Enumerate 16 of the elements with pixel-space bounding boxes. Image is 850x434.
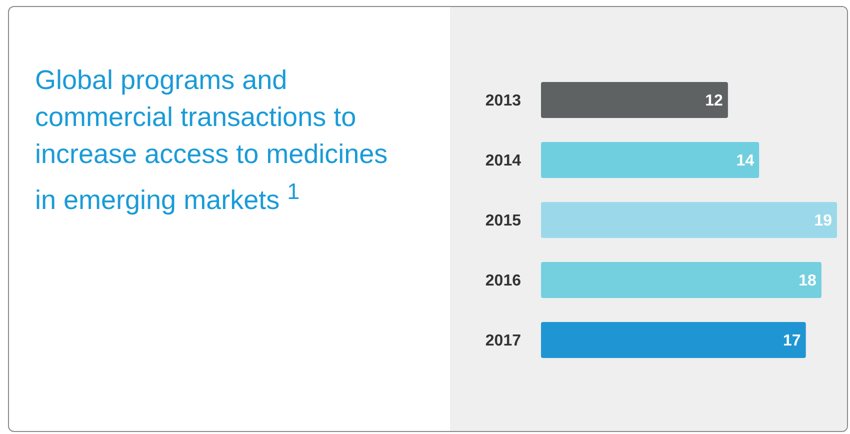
y-tick-label: 2015 <box>485 212 522 230</box>
y-tick-label: 2016 <box>485 272 522 290</box>
y-tick-label: 2014 <box>485 152 522 170</box>
bar <box>541 322 806 358</box>
y-tick-label: 2017 <box>485 332 522 350</box>
data-label: 19 <box>814 212 832 230</box>
bar <box>541 262 822 298</box>
bar <box>541 202 837 238</box>
y-tick-label: 2013 <box>485 92 522 110</box>
data-label: 18 <box>798 272 817 290</box>
text: Global programs and commercial transactions to increase access to medicines in emerging markets $^{1}$ <box>35 64 389 217</box>
data-label: 14 <box>736 152 754 170</box>
data-label: 12 <box>705 92 724 110</box>
bar <box>541 142 760 178</box>
bar <box>541 82 728 118</box>
data-label: 17 <box>783 332 801 350</box>
